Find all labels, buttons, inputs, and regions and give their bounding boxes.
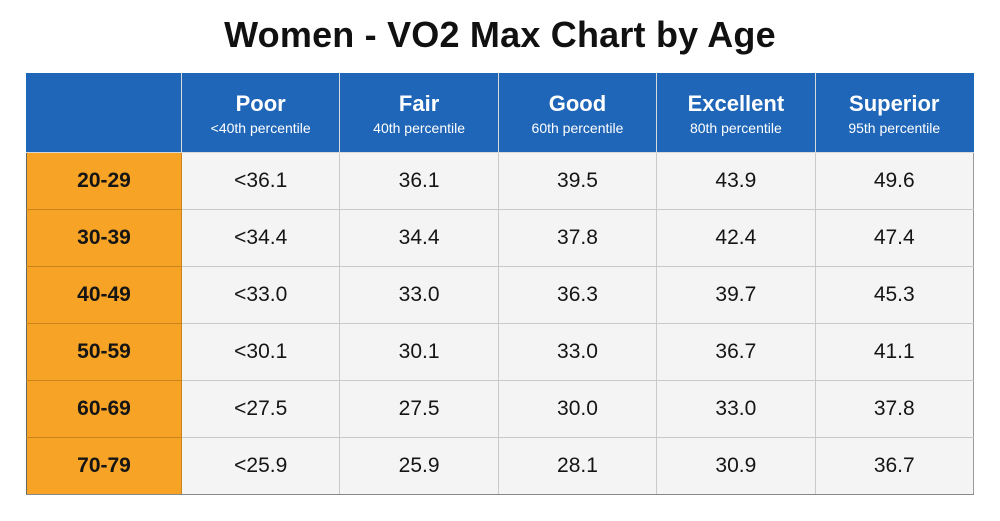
value-cell: 36.7 bbox=[814, 437, 974, 495]
value-cell: 39.7 bbox=[656, 266, 816, 324]
column-header-superior: Superior 95th percentile bbox=[814, 73, 974, 153]
value-cell: <34.4 bbox=[180, 209, 341, 267]
vo2-max-table: Poor <40th percentile Fair 40th percenti… bbox=[26, 73, 974, 495]
column-name: Superior bbox=[849, 91, 940, 116]
header-row: Poor <40th percentile Fair 40th percenti… bbox=[26, 73, 974, 153]
column-name: Poor bbox=[235, 91, 286, 116]
table-row: 20-29 <36.1 36.1 39.5 43.9 49.6 bbox=[26, 152, 974, 210]
value-cell: 39.5 bbox=[497, 152, 658, 210]
value-cell: 33.0 bbox=[656, 380, 816, 438]
column-percentile: 80th percentile bbox=[689, 120, 782, 136]
value-cell: 37.8 bbox=[497, 209, 658, 267]
age-group-label: 20-29 bbox=[26, 152, 182, 210]
column-percentile: 60th percentile bbox=[531, 120, 624, 136]
value-cell: 36.3 bbox=[497, 266, 658, 324]
value-cell: <33.0 bbox=[180, 266, 341, 324]
value-cell: 30.0 bbox=[497, 380, 658, 438]
value-cell: 33.0 bbox=[339, 266, 499, 324]
value-cell: 28.1 bbox=[497, 437, 658, 495]
table-row: 50-59 <30.1 30.1 33.0 36.7 41.1 bbox=[26, 323, 974, 381]
column-name: Fair bbox=[398, 91, 440, 116]
column-percentile: <40th percentile bbox=[210, 120, 311, 136]
value-cell: 25.9 bbox=[339, 437, 499, 495]
age-group-label: 30-39 bbox=[26, 209, 182, 267]
age-group-label: 70-79 bbox=[26, 437, 182, 495]
age-group-label: 50-59 bbox=[26, 323, 182, 381]
table-row: 70-79 <25.9 25.9 28.1 30.9 36.7 bbox=[26, 437, 974, 495]
column-header-poor: Poor <40th percentile bbox=[180, 73, 341, 153]
value-cell: 37.8 bbox=[814, 380, 974, 438]
value-cell: 42.4 bbox=[656, 209, 816, 267]
value-cell: 43.9 bbox=[656, 152, 816, 210]
column-header-excellent: Excellent 80th percentile bbox=[656, 73, 816, 153]
value-cell: 49.6 bbox=[814, 152, 974, 210]
value-cell: 34.4 bbox=[339, 209, 499, 267]
age-group-label: 40-49 bbox=[26, 266, 182, 324]
value-cell: <27.5 bbox=[180, 380, 341, 438]
corner-cell bbox=[26, 73, 182, 153]
column-header-fair: Fair 40th percentile bbox=[339, 73, 499, 153]
chart-title: Women - VO2 Max Chart by Age bbox=[224, 14, 776, 55]
value-cell: 47.4 bbox=[814, 209, 974, 267]
age-group-label: 60-69 bbox=[26, 380, 182, 438]
column-percentile: 95th percentile bbox=[848, 120, 941, 136]
column-percentile: 40th percentile bbox=[373, 120, 465, 136]
value-cell: <25.9 bbox=[180, 437, 341, 495]
table-row: 60-69 <27.5 27.5 30.0 33.0 37.8 bbox=[26, 380, 974, 438]
value-cell: <30.1 bbox=[180, 323, 341, 381]
column-header-good: Good 60th percentile bbox=[497, 73, 658, 153]
value-cell: 33.0 bbox=[497, 323, 658, 381]
value-cell: 45.3 bbox=[814, 266, 974, 324]
value-cell: 36.1 bbox=[339, 152, 499, 210]
value-cell: 36.7 bbox=[656, 323, 816, 381]
column-name: Good bbox=[548, 91, 607, 116]
value-cell: <36.1 bbox=[180, 152, 341, 210]
table-row: 40-49 <33.0 33.0 36.3 39.7 45.3 bbox=[26, 266, 974, 324]
table-row: 30-39 <34.4 34.4 37.8 42.4 47.4 bbox=[26, 209, 974, 267]
value-cell: 41.1 bbox=[814, 323, 974, 381]
value-cell: 27.5 bbox=[339, 380, 499, 438]
value-cell: 30.1 bbox=[339, 323, 499, 381]
column-name: Excellent bbox=[687, 91, 785, 116]
value-cell: 30.9 bbox=[656, 437, 816, 495]
